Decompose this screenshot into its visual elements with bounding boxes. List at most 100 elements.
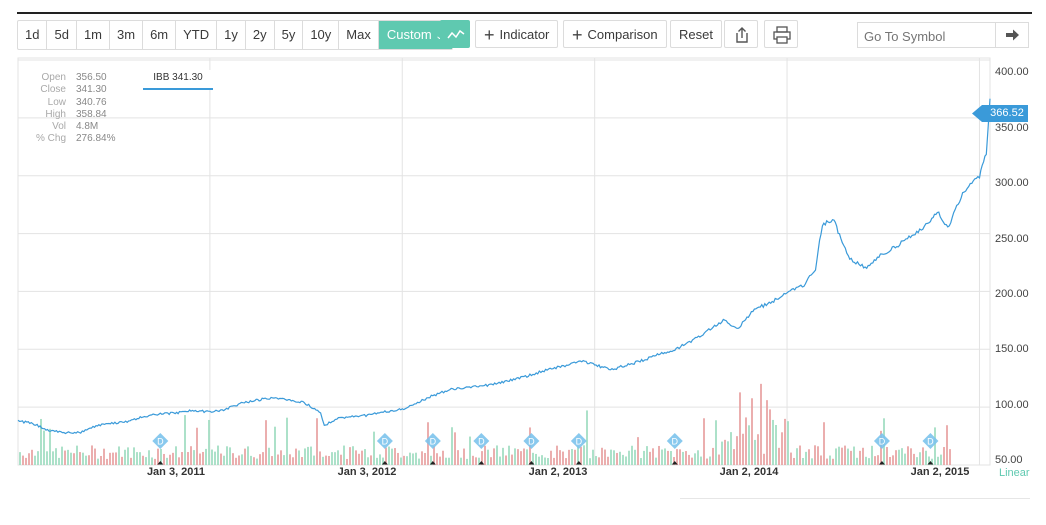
ohlc-value: 358.84 — [76, 108, 107, 120]
volume-bar — [676, 449, 678, 465]
volume-bar — [514, 448, 516, 465]
volume-bar — [421, 451, 423, 465]
volume-bar — [172, 452, 174, 465]
volume-bar — [688, 454, 690, 465]
volume-bar — [58, 457, 60, 465]
volume-bar — [346, 458, 348, 465]
volume-bar — [151, 457, 153, 465]
volume-bar — [655, 457, 657, 465]
reset-button[interactable]: Reset — [670, 20, 722, 48]
volume-bar — [373, 431, 375, 465]
range-button-3m[interactable]: 3m — [110, 21, 144, 49]
volume-bar — [895, 450, 897, 465]
custom-range-dropdown[interactable]: Custom ⌄ — [378, 21, 452, 49]
ohlc-value: 340.76 — [76, 96, 107, 108]
volume-bar — [466, 458, 468, 465]
event-marker — [478, 461, 485, 465]
range-button-1d[interactable]: 1d — [18, 21, 48, 49]
range-button-1m[interactable]: 1m — [77, 21, 110, 49]
top-rule — [17, 12, 1032, 14]
dividend-letter: D — [382, 437, 389, 447]
scale-toggle[interactable]: Linear — [999, 467, 1030, 479]
volume-bar — [925, 450, 927, 465]
volume-bar — [553, 457, 555, 465]
volume-bar — [601, 447, 603, 465]
volume-bar — [202, 451, 204, 465]
volume-bar — [88, 455, 90, 465]
volume-bar — [940, 454, 942, 465]
volume-bar — [679, 449, 681, 465]
volume-bar — [637, 437, 639, 465]
volume-bar — [316, 418, 318, 465]
print-button[interactable] — [764, 20, 798, 48]
volume-bar — [283, 455, 285, 465]
volume-bar — [241, 454, 243, 465]
chart-type-button[interactable] — [440, 20, 470, 48]
volume-bar — [271, 456, 273, 465]
volume-bar — [685, 451, 687, 465]
volume-bar — [766, 400, 768, 465]
volume-bar — [550, 450, 552, 465]
volume-bar — [46, 451, 48, 465]
volume-bar — [460, 457, 462, 465]
ohlc-label: Open — [41, 72, 66, 83]
range-button-10y[interactable]: 10y — [303, 21, 340, 49]
volume-bar — [397, 452, 399, 465]
volume-bar — [586, 410, 588, 465]
volume-bar — [121, 456, 123, 465]
price-series — [17, 98, 991, 435]
symbol-search-input[interactable] — [858, 23, 1004, 49]
volume-bar — [814, 445, 816, 465]
volume-bar — [673, 457, 675, 465]
share-button[interactable] — [724, 20, 758, 48]
event-marker — [671, 461, 678, 465]
ohlc-value: 356.50 — [76, 72, 107, 83]
range-button-5d[interactable]: 5d — [47, 21, 77, 49]
volume-bar — [358, 453, 360, 465]
ohlc-label: Close — [40, 84, 66, 96]
volume-bar — [199, 453, 201, 465]
chart-toolbar: 1d 5d 1m 3m 6m YTD 1y 2y 5y 10y Max Cust… — [17, 20, 1032, 50]
volume-bar — [598, 457, 600, 465]
volume-bar — [445, 457, 447, 465]
volume-bar — [943, 447, 945, 465]
volume-bar — [181, 452, 183, 465]
volume-bar — [820, 455, 822, 465]
volume-bar — [370, 455, 372, 465]
volume-bar — [652, 448, 654, 465]
range-button-1y[interactable]: 1y — [217, 21, 246, 49]
x-tick-label: Jan 3, 2012 — [337, 466, 397, 478]
volume-bar — [22, 455, 24, 465]
volume-bar — [916, 457, 918, 465]
comparison-button[interactable]: + Comparison — [563, 20, 667, 48]
volume-bar — [34, 455, 36, 465]
volume-bar — [463, 448, 465, 465]
range-button-5y[interactable]: 5y — [275, 21, 304, 49]
volume-bar — [103, 448, 105, 465]
range-button-2y[interactable]: 2y — [246, 21, 275, 49]
range-button-6m[interactable]: 6m — [143, 21, 177, 49]
volume-bar — [436, 453, 438, 465]
volume-bar — [139, 452, 141, 465]
event-marker — [528, 461, 535, 465]
range-button-max[interactable]: Max — [339, 21, 379, 49]
volume-bar — [298, 450, 300, 465]
go-button[interactable] — [995, 23, 1028, 47]
volume-bar — [715, 420, 717, 465]
volume-bar — [193, 450, 195, 465]
indicator-button[interactable]: + Indicator — [475, 20, 559, 48]
y-tick-label: 300.00 — [995, 177, 1029, 189]
volume-bar — [19, 452, 21, 465]
volume-bar — [268, 447, 270, 465]
volume-bar — [313, 455, 315, 465]
y-tick-label: 100.00 — [995, 399, 1029, 411]
volume-bar — [853, 446, 855, 465]
range-button-ytd[interactable]: YTD — [176, 21, 218, 49]
volume-bar — [349, 447, 351, 465]
volume-bar — [922, 447, 924, 465]
volume-bar — [619, 451, 621, 465]
volume-bar — [484, 445, 486, 465]
volume-bar — [469, 436, 471, 465]
volume-bar — [706, 458, 708, 465]
